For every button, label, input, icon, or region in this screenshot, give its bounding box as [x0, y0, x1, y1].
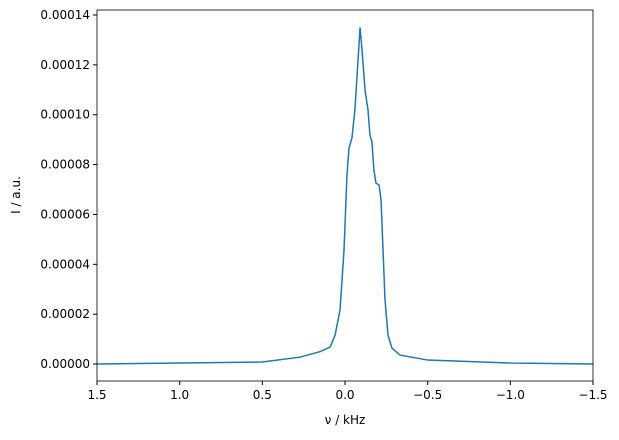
plot-frame	[96, 9, 594, 382]
x-axis-label: ν / kHz	[325, 413, 366, 427]
y-tick-label: 0.00010	[40, 108, 90, 122]
y-tick-label: 0.00006	[40, 207, 90, 221]
y-tick-label: 0.00000	[40, 357, 90, 371]
y-axis-label: I / a.u.	[9, 176, 23, 214]
y-tick-label: 0.00014	[40, 8, 90, 22]
x-tick-label: 0.5	[253, 388, 272, 402]
x-tick-label: −0.5	[413, 388, 442, 402]
x-tick-label: −1.0	[496, 388, 525, 402]
x-tick-label: 1.0	[170, 388, 189, 402]
y-tick-label: 0.00008	[40, 158, 90, 172]
y-tick-label: 0.00004	[40, 257, 90, 271]
x-tick-label: −1.5	[578, 388, 607, 402]
x-tick-label: 0.0	[335, 388, 354, 402]
y-tick-label: 0.00012	[40, 58, 90, 72]
y-tick-label: 0.00002	[40, 307, 90, 321]
x-tick-label: 1.5	[87, 388, 106, 402]
line	[96, 27, 594, 365]
